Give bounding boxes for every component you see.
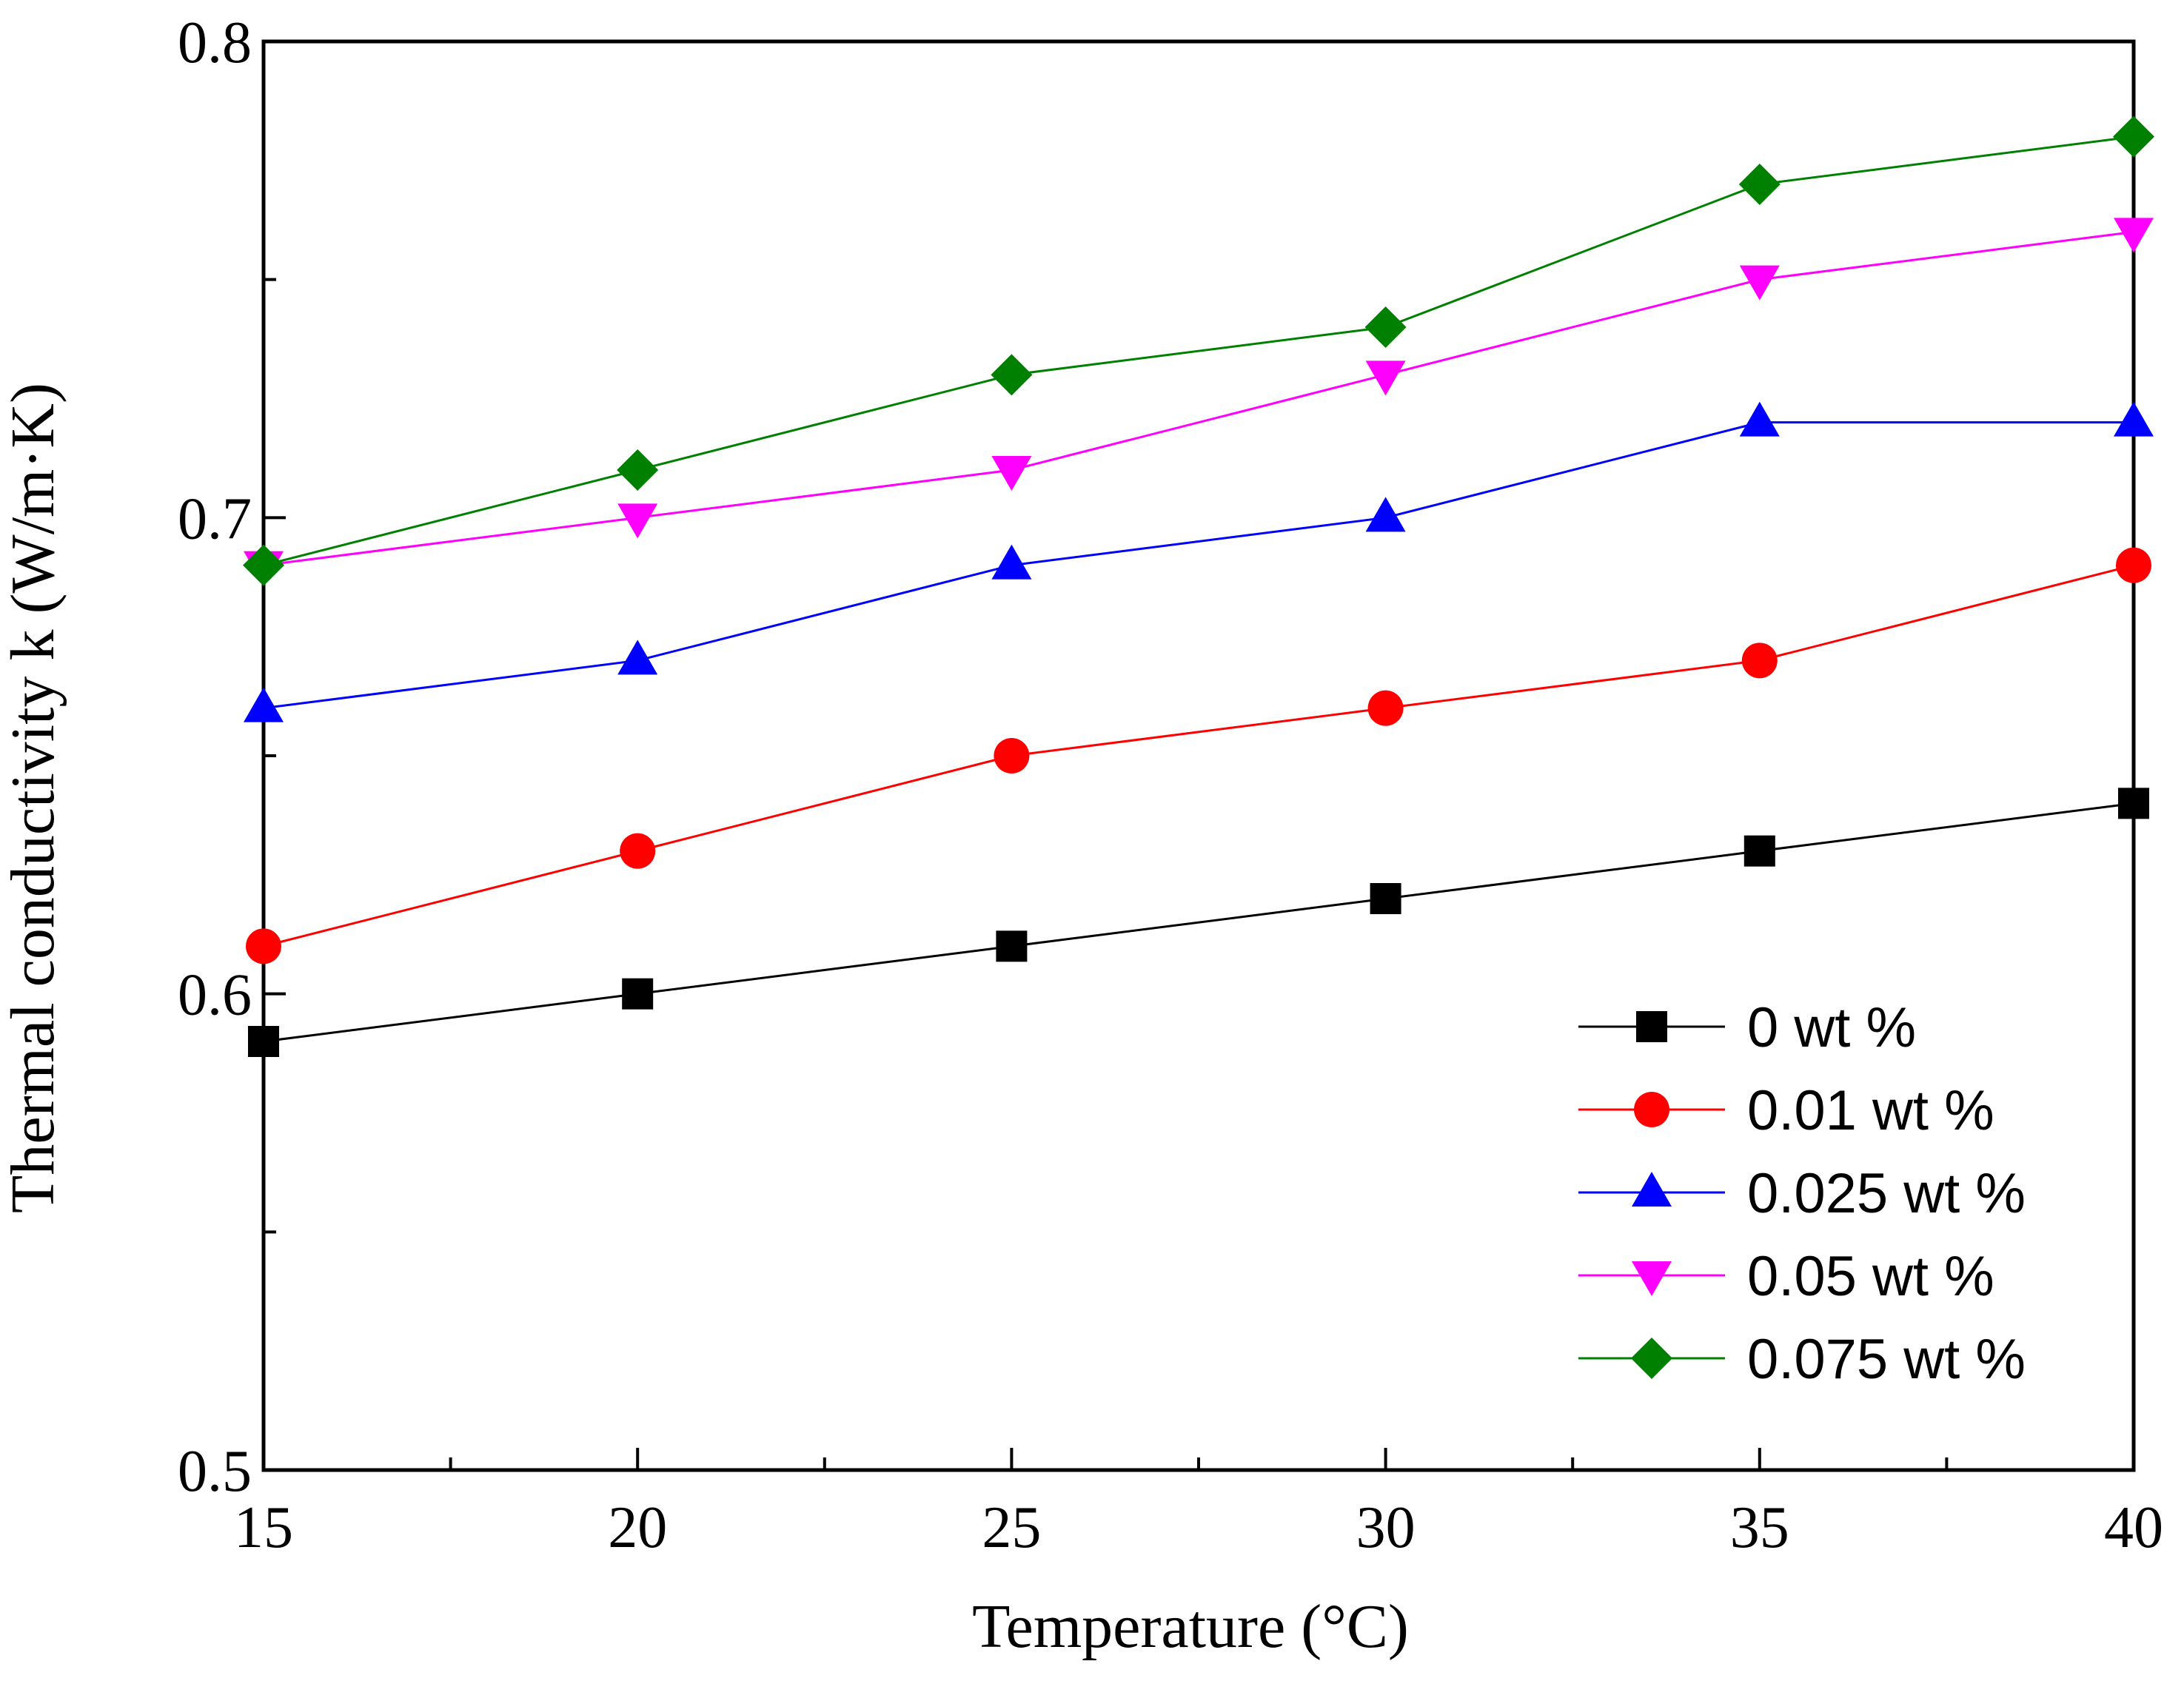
legend-label: 0.075 wt % bbox=[1747, 1328, 2026, 1391]
series-0 bbox=[248, 788, 2149, 1057]
series-line bbox=[263, 135, 2134, 567]
series-2 bbox=[244, 401, 2154, 722]
series-3 bbox=[244, 218, 2154, 586]
y-axis-title: Thermal conductivity k (W/m·K) bbox=[0, 383, 67, 1213]
legend-marker bbox=[1632, 1261, 1672, 1296]
axes: 15 20 25 30 35 40 0.5 0.6 0.7 0.8 bbox=[178, 10, 2163, 1560]
legend-item: 0.025 wt % bbox=[1578, 1162, 2026, 1225]
legend-label: 0.025 wt % bbox=[1747, 1162, 2026, 1225]
data-point bbox=[1739, 401, 1780, 437]
data-point bbox=[991, 354, 1033, 396]
y-tick-label: 0.5 bbox=[178, 1439, 252, 1504]
data-point bbox=[1743, 835, 1775, 867]
x-tick-label: 35 bbox=[1730, 1495, 1789, 1560]
y-tick-label: 0.7 bbox=[178, 486, 252, 551]
x-tick-label: 40 bbox=[2104, 1495, 2163, 1560]
data-point bbox=[248, 1026, 279, 1057]
x-tick-label: 15 bbox=[234, 1495, 293, 1560]
data-point bbox=[617, 640, 658, 675]
data-point bbox=[620, 833, 656, 869]
legend-marker bbox=[1634, 1092, 1669, 1127]
data-point bbox=[2114, 218, 2154, 253]
data-point bbox=[996, 930, 1028, 962]
legend-marker bbox=[1632, 1172, 1672, 1207]
data-point bbox=[617, 503, 658, 539]
series-layer bbox=[243, 115, 2154, 1057]
data-point bbox=[246, 928, 281, 964]
x-tick-label: 25 bbox=[982, 1495, 1041, 1560]
data-point bbox=[1365, 360, 1406, 396]
legend-marker bbox=[1636, 1011, 1667, 1042]
data-point bbox=[2113, 115, 2154, 158]
data-point bbox=[1741, 642, 1778, 679]
x-tick-label: 30 bbox=[1356, 1495, 1416, 1560]
data-point bbox=[2116, 547, 2151, 583]
data-point bbox=[2114, 401, 2154, 437]
legend-item: 0.05 wt % bbox=[1578, 1245, 1994, 1308]
legend-label: 0.01 wt % bbox=[1747, 1079, 1994, 1142]
legend-marker bbox=[1631, 1338, 1672, 1379]
data-point bbox=[994, 738, 1030, 774]
y-tick-label: 0.6 bbox=[178, 963, 252, 1028]
data-point bbox=[2118, 788, 2149, 819]
series-line bbox=[263, 230, 2134, 567]
data-point bbox=[991, 544, 1032, 580]
data-point bbox=[617, 449, 659, 491]
data-point bbox=[1364, 306, 1407, 348]
y-tick-label: 0.8 bbox=[178, 10, 252, 76]
x-tick-label: 20 bbox=[608, 1495, 667, 1560]
legend-item: 0.01 wt % bbox=[1578, 1079, 1994, 1142]
x-axis-title: Temperature (°C) bbox=[972, 1592, 1409, 1661]
series-1 bbox=[246, 547, 2151, 964]
legend-item: 0.075 wt % bbox=[1578, 1328, 2026, 1391]
data-point bbox=[244, 687, 284, 722]
data-point bbox=[1738, 164, 1781, 205]
data-point bbox=[622, 978, 654, 1010]
data-point bbox=[1739, 265, 1780, 301]
legend-label: 0 wt % bbox=[1747, 996, 1916, 1059]
legend-item: 0 wt % bbox=[1578, 996, 1916, 1059]
legend-label: 0.05 wt % bbox=[1747, 1245, 1994, 1308]
series-line bbox=[263, 802, 2134, 1043]
data-point bbox=[991, 456, 1032, 491]
series-line bbox=[263, 421, 2134, 710]
data-point bbox=[1365, 497, 1406, 532]
data-point bbox=[1370, 883, 1401, 914]
series-4 bbox=[243, 115, 2154, 586]
legend: 0 wt % 0.01 wt % 0.025 wt % 0.05 wt % 0.075 … bbox=[1578, 996, 2026, 1391]
data-point bbox=[1367, 690, 1404, 726]
series-line bbox=[263, 564, 2134, 947]
data-point bbox=[243, 544, 284, 586]
